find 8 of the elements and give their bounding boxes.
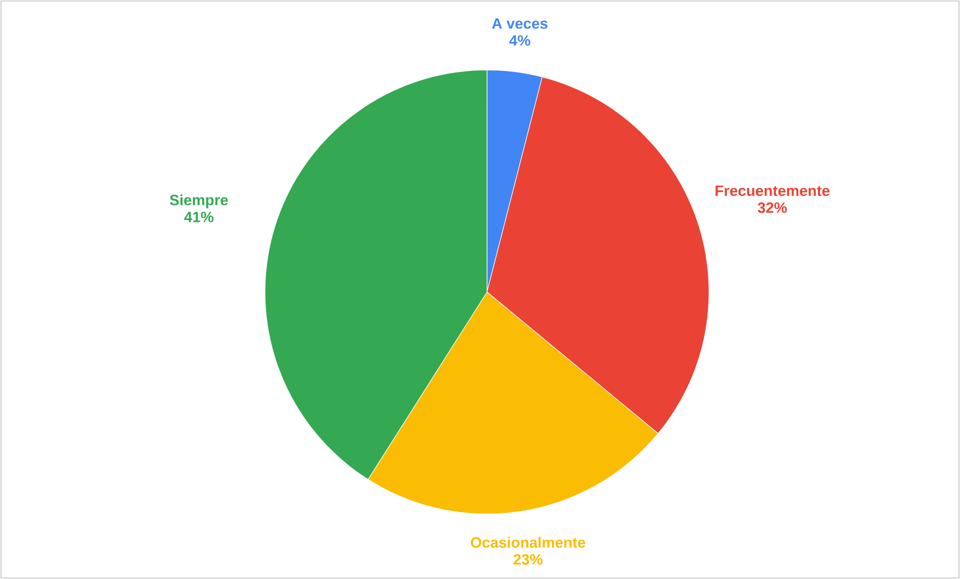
- slice-label: Siempre: [170, 194, 228, 208]
- slice-label: Ocasionalmente: [470, 536, 586, 548]
- slice-label: A veces: [492, 18, 548, 29]
- data-label: 23%: [514, 554, 543, 565]
- data-label: 32%: [758, 202, 787, 213]
- data-label: 4%: [509, 35, 530, 46]
- slice-label: Frecuentemente: [716, 186, 830, 196]
- data-label: 41%: [184, 212, 214, 222]
